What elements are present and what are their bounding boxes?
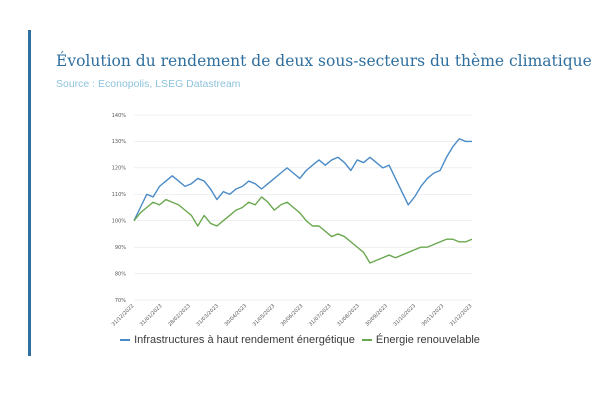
x-axis-ticks: 31/12/2022 31/01/2023 28/02/2023 31/03/2023…	[111, 303, 474, 328]
y-tick-label: 120%	[112, 166, 127, 172]
y-tick-label: 140%	[112, 113, 127, 119]
x-tick-label: 31/01/2023	[139, 303, 164, 328]
y-tick-label: 80%	[115, 271, 126, 277]
x-tick-label: 31/05/2023	[252, 303, 277, 328]
legend-item-blue: Infrastructures à haut rendement énergét…	[120, 334, 355, 346]
legend-label-blue: Infrastructures à haut rendement énergét…	[134, 334, 355, 346]
chart-title: Évolution du rendement de deux sous-sect…	[56, 52, 592, 70]
legend-item-green: Énergie renouvelable	[361, 334, 480, 346]
x-tick-label: 30/06/2023	[280, 303, 305, 328]
x-tick-label: 28/02/2023	[167, 303, 192, 328]
legend-swatch-green	[361, 339, 372, 342]
chart-source: Source : Econopolis, LSEG Datastream	[56, 78, 241, 90]
y-tick-label: 130%	[112, 139, 127, 145]
y-axis-ticks: 70% 80% 90% 100% 110% 120% 130% 140%	[112, 113, 127, 304]
x-tick-label: 31/10/2023	[392, 303, 417, 328]
x-tick-label: 31/12/2022	[111, 303, 136, 328]
legend-label-green: Énergie renouvelable	[375, 334, 480, 346]
x-tick-label: 30/11/2023	[421, 303, 446, 328]
accent-bar	[28, 30, 31, 356]
x-tick-label: 31/07/2023	[308, 303, 333, 328]
legend: Infrastructures à haut rendement énergét…	[0, 334, 600, 346]
x-tick-label: 30/09/2023	[364, 303, 389, 328]
series-line-renouvelable	[133, 196, 473, 264]
series-line-infrastructures	[133, 138, 472, 222]
y-tick-label: 100%	[112, 219, 127, 225]
y-tick-label: 90%	[115, 245, 126, 251]
x-tick-label: 31/12/2023	[449, 303, 474, 328]
x-tick-label: 30/04/2023	[223, 303, 248, 328]
series-lines	[133, 138, 473, 264]
y-tick-label: 70%	[115, 298, 126, 304]
legend-swatch-blue	[120, 339, 131, 342]
grid	[134, 114, 472, 301]
x-tick-label: 31/03/2023	[195, 303, 220, 328]
y-tick-label: 110%	[112, 192, 127, 198]
x-tick-label: 31/08/2023	[336, 303, 361, 328]
